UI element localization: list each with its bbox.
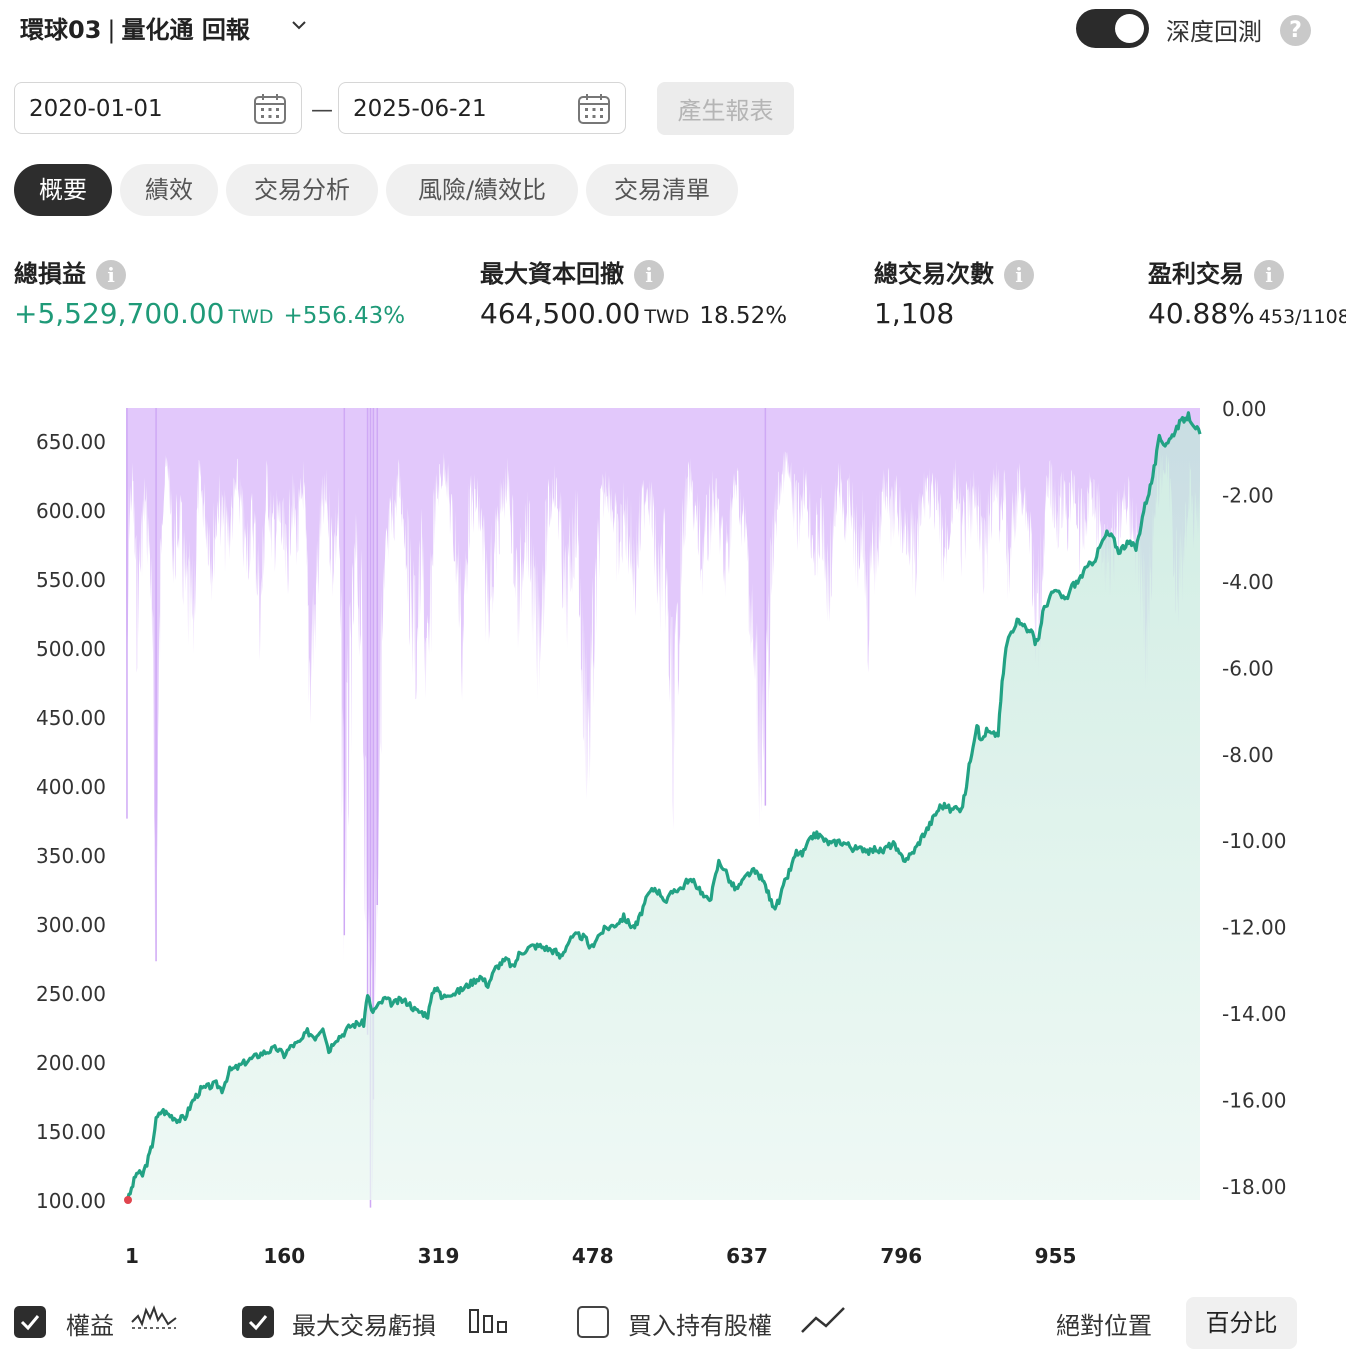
right-tick-label-3: -6.00 [1222, 656, 1274, 680]
drawdown-layer [126, 408, 1200, 1208]
tab-overview[interactable]: 概要 [14, 164, 112, 216]
question-mark-icon[interactable]: ? [1280, 15, 1311, 46]
calendar-icon[interactable] [577, 92, 611, 126]
strategy-title[interactable]: 環球03 | 量化通 回報 [20, 10, 250, 45]
x-tick-label-6: 955 [1035, 1244, 1077, 1268]
tab-trade-analysis[interactable]: 交易分析 [226, 164, 378, 216]
total-pnl-label: 總損益 i [14, 254, 126, 290]
check-icon [20, 1315, 40, 1331]
total-pnl-percent: +556.43% [283, 303, 406, 329]
total-trades-value: 1,108 [874, 297, 954, 330]
win-trades-label-text: 盈利交易 [1148, 260, 1244, 288]
left-tick-label-2: 550.00 [36, 568, 106, 592]
left-tick-label-4: 450.00 [36, 706, 106, 730]
info-icon[interactable]: i [1254, 260, 1284, 290]
left-axis: 650.00 600.00 550.00 500.00 450.00 400.00 350.… [36, 430, 106, 1213]
buy-hold-legend-label: 買入持有股權 [628, 1312, 772, 1340]
bar-chart-icon [469, 1309, 507, 1333]
right-tick-label-7: -14.00 [1222, 1002, 1286, 1026]
total-pnl-amount: +5,529,700.00 [14, 297, 225, 330]
right-tick-label-9: -18.00 [1222, 1175, 1286, 1199]
equity-line-icon [131, 1305, 177, 1329]
toggle-knob [1115, 14, 1144, 43]
left-tick-label-11: 100.00 [36, 1189, 106, 1213]
win-rate: 40.88% [1148, 297, 1255, 330]
total-trades-label: 總交易次數 i [874, 254, 1034, 290]
total-pnl-value: +5,529,700.00 TWD +556.43% [14, 297, 405, 330]
percent-button[interactable]: 百分比 [1186, 1297, 1297, 1349]
win-trades-value: 40.88% 453/1108 [1148, 297, 1346, 330]
win-ratio: 453/1108 [1258, 306, 1346, 328]
info-icon[interactable]: i [634, 260, 664, 290]
absolute-position-button[interactable]: 絕對位置 [1056, 1312, 1152, 1340]
max-drawdown-label: 最大資本回撤 i [480, 254, 664, 290]
right-tick-label-8: -16.00 [1222, 1089, 1286, 1113]
total-trades-label-text: 總交易次數 [874, 260, 994, 288]
x-tick-label-5: 796 [880, 1244, 922, 1268]
max-drawdown-label-text: 最大資本回撤 [480, 260, 624, 288]
right-tick-label-2: -4.00 [1222, 570, 1274, 594]
max-loss-checkbox[interactable] [242, 1306, 274, 1338]
left-tick-label-10: 150.00 [36, 1120, 106, 1144]
win-trades-label: 盈利交易 i [1148, 254, 1284, 290]
start-date-field[interactable] [14, 82, 302, 134]
x-axis: 1 160 319 478 637 796 955 [125, 1244, 1076, 1268]
right-tick-label-6: -12.00 [1222, 916, 1286, 940]
left-tick-label-1: 600.00 [36, 499, 106, 523]
line-chart-icon [801, 1307, 845, 1333]
total-pnl-label-text: 總損益 [14, 260, 86, 288]
info-icon[interactable]: i [1004, 260, 1034, 290]
deep-backtest-label: 深度回測 [1166, 18, 1262, 46]
max-loss-area [126, 408, 1200, 1199]
right-tick-label-0: 0.00 [1222, 397, 1267, 421]
left-tick-label-5: 400.00 [36, 775, 106, 799]
strategy-name: 環球03 [20, 16, 102, 44]
left-tick-label-7: 300.00 [36, 913, 106, 937]
total-trades-count: 1,108 [874, 297, 955, 330]
equity-legend-label: 權益 [66, 1312, 114, 1340]
total-pnl-unit: TWD [228, 306, 274, 328]
date-separator: — [311, 98, 333, 123]
equity-line [125, 411, 1202, 1203]
x-tick-label-4: 637 [726, 1244, 768, 1268]
right-tick-label-1: -2.00 [1222, 483, 1274, 507]
left-tick-label-6: 350.00 [36, 844, 106, 868]
buy-hold-checkbox[interactable] [577, 1306, 609, 1338]
left-tick-label-0: 650.00 [36, 430, 106, 454]
equity-start-point [124, 1196, 132, 1204]
tab-performance[interactable]: 績效 [120, 164, 218, 216]
chevron-down-icon[interactable] [288, 14, 310, 36]
left-tick-label-8: 250.00 [36, 982, 106, 1006]
max-drawdown-unit: TWD [644, 306, 690, 328]
generate-report-button[interactable]: 產生報表 [657, 82, 794, 135]
max-drawdown-amount: 464,500.00 [480, 297, 641, 330]
x-tick-label-0: 1 [125, 1244, 139, 1268]
end-date-input[interactable] [351, 93, 555, 125]
right-axis: 0.00 -2.00 -4.00 -6.00 -8.00 -10.00 -12.00 -14.… [1222, 397, 1286, 1199]
end-date-field[interactable] [338, 82, 626, 134]
deep-backtest-toggle[interactable] [1076, 9, 1149, 48]
check-icon [248, 1315, 268, 1331]
calendar-icon[interactable] [253, 92, 287, 126]
max-loss-legend-label: 最大交易虧損 [292, 1312, 436, 1340]
right-tick-label-4: -8.00 [1222, 743, 1274, 767]
tab-risk-ratio[interactable]: 風險/績效比 [386, 164, 578, 216]
start-date-input[interactable] [27, 93, 231, 125]
x-tick-label-1: 160 [263, 1244, 305, 1268]
left-tick-label-3: 500.00 [36, 637, 106, 661]
x-tick-label-2: 319 [418, 1244, 460, 1268]
equity-area [126, 412, 1200, 1202]
max-drawdown-value: 464,500.00 TWD 18.52% [480, 297, 787, 330]
report-name: 量化通 回報 [121, 16, 250, 44]
tab-trade-list[interactable]: 交易清單 [586, 164, 738, 216]
equity-chart[interactable]: 650.00 600.00 550.00 500.00 450.00 400.00 350.… [0, 390, 1346, 1270]
equity-checkbox[interactable] [14, 1306, 46, 1338]
equity-layer [124, 411, 1202, 1204]
info-icon[interactable]: i [96, 260, 126, 290]
title-separator: | [107, 16, 116, 44]
x-tick-label-3: 478 [572, 1244, 614, 1268]
right-tick-label-5: -10.00 [1222, 829, 1286, 853]
left-tick-label-9: 200.00 [36, 1051, 106, 1075]
max-drawdown-percent: 18.52% [699, 303, 788, 329]
